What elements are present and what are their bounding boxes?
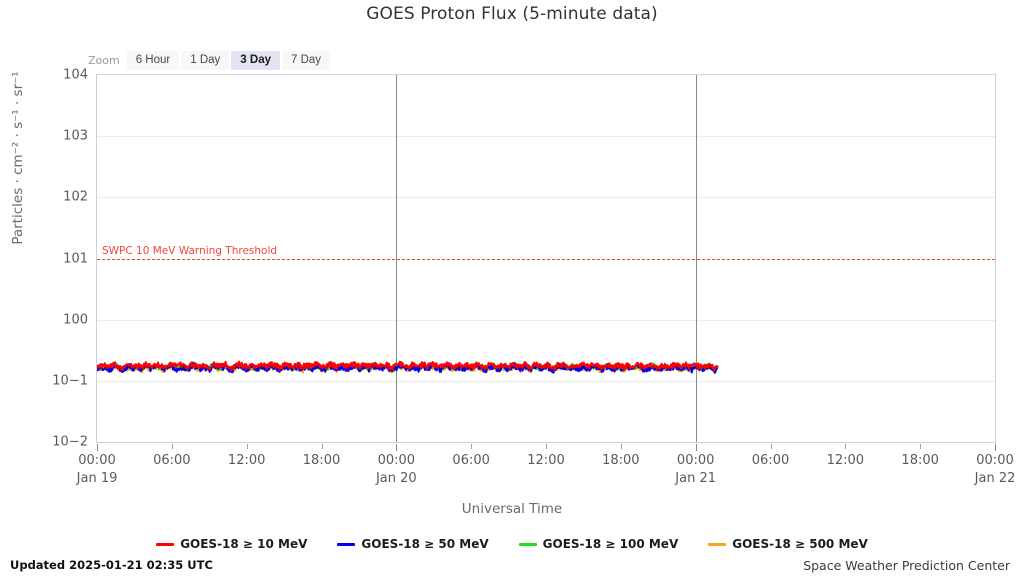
legend-label: GOES-18 ≥ 10 MeV (180, 537, 308, 551)
gridline-horizontal (97, 197, 995, 199)
x-axis-tick-mark (695, 444, 697, 451)
x-axis-tick-mark (471, 444, 473, 449)
page-title: GOES Proton Flux (5-minute data) (366, 4, 658, 24)
gridline-horizontal (97, 136, 995, 138)
legend-item[interactable]: GOES-18 ≥ 500 MeV (708, 537, 868, 551)
x-axis-tick-label: 18:00 (302, 453, 341, 468)
x-axis-tick-label: 00:00 (976, 453, 1014, 468)
x-axis-tick-label: 06:00 (153, 453, 191, 468)
zoom-button-3-day[interactable]: 3 Day (230, 49, 281, 71)
x-axis-tick-label: 12:00 (826, 453, 865, 468)
chart-legend: GOES-18 ≥ 10 MeV GOES-18 ≥ 50 MeV GOES-18 … (0, 537, 1024, 551)
legend-item[interactable]: GOES-18 ≥ 10 MeV (156, 537, 307, 551)
x-axis-tick-label: 00:00 (676, 453, 715, 468)
x-axis-tick-label: 06:00 (452, 453, 490, 468)
x-axis-tick-mark (546, 444, 547, 449)
series-line (97, 360, 719, 372)
y-axis-tick-label: 101 (63, 251, 88, 266)
x-axis-date-label: Jan 19 (76, 471, 118, 486)
y-axis-tick-label: 10−1 (52, 373, 88, 389)
x-axis-date-label: Jan 21 (675, 471, 717, 486)
y-axis-tick-label: 104 (63, 67, 88, 83)
credit-label: Space Weather Prediction Center (803, 558, 1010, 573)
legend-color-swatch (518, 542, 537, 546)
x-axis-tick-label: 12:00 (527, 453, 565, 468)
legend-item[interactable]: GOES-18 ≥ 100 MeV (518, 537, 679, 551)
updated-timestamp: Updated 2025-01-21 02:35 UTC (10, 558, 213, 572)
y-axis-tick-labels: 104 103 102 101 100 10−1 10−2 (32, 68, 88, 450)
legend-label: GOES-18 ≥ 100 MeV (542, 537, 679, 551)
x-axis-date-label: Jan 22 (974, 471, 1016, 486)
zoom-button-6-hour[interactable]: 6 Hour (125, 49, 181, 71)
x-axis-tick-label: 06:00 (751, 453, 790, 468)
legend-label: GOES-18 ≥ 50 MeV (361, 537, 489, 551)
x-axis-tick-mark (770, 444, 772, 449)
y-axis-tick-label: 100 (63, 312, 88, 328)
zoom-button-1-day[interactable]: 1 Day (180, 49, 231, 71)
x-axis-tick-mark (171, 444, 173, 449)
y-axis-tick-label: 102 (63, 189, 88, 205)
y-axis-tick-label: 103 (63, 128, 88, 144)
warning-threshold-label: SWPC 10 MeV Warning Threshold (102, 244, 278, 257)
x-axis-tick-label: 00:00 (377, 453, 416, 468)
x-axis-tick-label: 18:00 (602, 453, 640, 468)
x-axis-tick-label: 00:00 (78, 453, 116, 468)
zoom-range-controls: Zoom 6 Hour 1 Day 3 Day 7 Day (88, 49, 332, 71)
series-traces (97, 360, 719, 374)
x-axis-tick-label: 12:00 (227, 453, 266, 468)
x-axis-tick-labels: 00:00 Jan 19 06:00 12:00 18:00 00:00 Jan 20 06:… (77, 444, 1015, 494)
legend-label: GOES-18 ≥ 500 MeV (732, 537, 868, 551)
legend-color-swatch (708, 542, 727, 546)
zoom-label: Zoom (88, 53, 120, 67)
legend-item[interactable]: GOES-18 ≥ 50 MeV (337, 537, 489, 551)
x-axis-tick-label: 18:00 (901, 453, 939, 468)
gridline-horizontal (97, 319, 995, 321)
x-axis-title: Universal Time (461, 501, 563, 517)
x-axis-tick-mark (620, 444, 622, 449)
plot-area[interactable]: SWPC 10 MeV Warning Threshold (96, 74, 996, 443)
legend-color-swatch (156, 542, 175, 546)
x-axis-tick-mark (920, 444, 922, 449)
x-axis-tick-mark (845, 444, 847, 449)
x-axis-tick-mark (246, 444, 248, 449)
plot-inner: SWPC 10 MeV Warning Threshold (97, 75, 995, 442)
zoom-button-7-day[interactable]: 7 Day (280, 49, 332, 71)
x-axis-tick-mark (396, 444, 398, 451)
warning-threshold-line (97, 258, 995, 260)
x-axis-tick-mark (995, 444, 996, 451)
x-axis-date-label: Jan 20 (375, 471, 417, 486)
legend-color-swatch (337, 542, 356, 546)
x-axis-tick-mark (97, 444, 98, 451)
y-axis-title: Particles · cm⁻² · s⁻¹ · sr⁻¹ (10, 71, 26, 245)
gridline-horizontal (97, 380, 995, 382)
y-axis-tick-label: 10−2 (52, 434, 88, 450)
x-axis-tick-mark (321, 444, 323, 449)
